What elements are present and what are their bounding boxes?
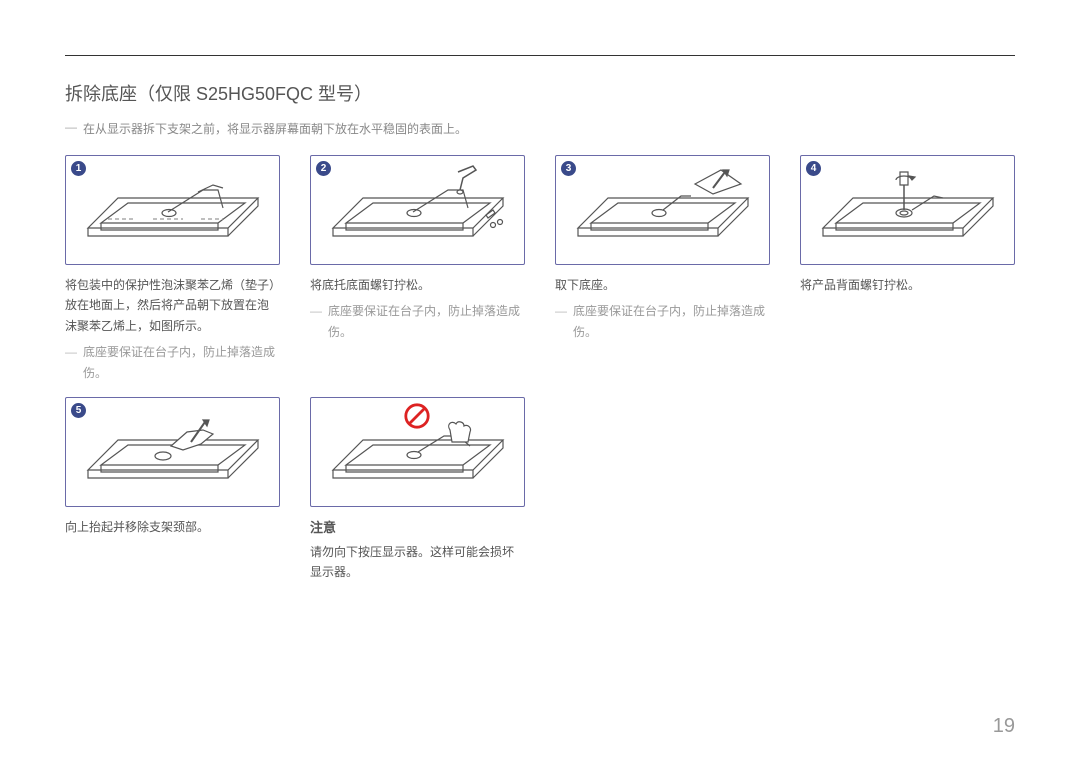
caution-block: 注意 请勿向下按压显示器。这样可能会损坏显示器。 xyxy=(310,397,525,589)
divider xyxy=(65,55,1015,56)
step-4: 4 xyxy=(800,155,1015,383)
step-3-badge: 3 xyxy=(561,161,576,176)
step-5-figure: 5 xyxy=(65,397,280,507)
step-1-figure: 1 xyxy=(65,155,280,265)
monitor-on-foam-icon xyxy=(73,160,273,260)
loosen-base-screw-icon xyxy=(318,160,518,260)
step-2-note: 底座要保证在台子内，防止掉落造成伤。 xyxy=(328,301,525,342)
steps-grid: 1 将包装 xyxy=(65,155,1015,603)
step-4-figure: 4 xyxy=(800,155,1015,265)
caution-figure xyxy=(310,397,525,507)
step-4-main: 将产品背面螺钉拧松。 xyxy=(800,275,1015,295)
step-3: 3 取下底座。 底座要保 xyxy=(555,155,770,383)
step-2-figure: 2 xyxy=(310,155,525,265)
remove-base-icon xyxy=(563,160,763,260)
step-4-badge: 4 xyxy=(806,161,821,176)
page-title: 拆除底座（仅限 S25HG50FQC 型号） xyxy=(65,80,1015,106)
step-5: 5 向上抬起并移除支架颈部。 xyxy=(65,397,280,589)
step-3-main: 取下底座。 xyxy=(555,275,770,295)
step-1-badge: 1 xyxy=(71,161,86,176)
step-2: 2 将底托 xyxy=(310,155,525,383)
remove-neck-icon xyxy=(73,402,273,502)
step-1: 1 将包装 xyxy=(65,155,280,383)
prohibit-icon xyxy=(403,402,431,430)
step-5-badge: 5 xyxy=(71,403,86,418)
step-2-main: 将底托底面螺钉拧松。 xyxy=(310,275,525,295)
step-2-badge: 2 xyxy=(316,161,331,176)
step-3-note: 底座要保证在台子内，防止掉落造成伤。 xyxy=(573,301,770,342)
step-5-main: 向上抬起并移除支架颈部。 xyxy=(65,517,280,537)
step-1-main: 将包装中的保护性泡沫聚苯乙烯（垫子）放在地面上，然后将产品朝下放置在泡沫聚苯乙烯… xyxy=(65,275,280,336)
loosen-back-screw-icon xyxy=(808,160,1008,260)
step-3-figure: 3 xyxy=(555,155,770,265)
caution-label: 注意 xyxy=(310,517,525,536)
step-1-note: 底座要保证在台子内，防止掉落造成伤。 xyxy=(83,342,280,383)
caution-text: 请勿向下按压显示器。这样可能会损坏显示器。 xyxy=(310,542,525,583)
intro-text: 在从显示器拆下支架之前，将显示器屏幕面朝下放在水平稳固的表面上。 xyxy=(83,120,1015,137)
page-number: 19 xyxy=(993,715,1015,738)
